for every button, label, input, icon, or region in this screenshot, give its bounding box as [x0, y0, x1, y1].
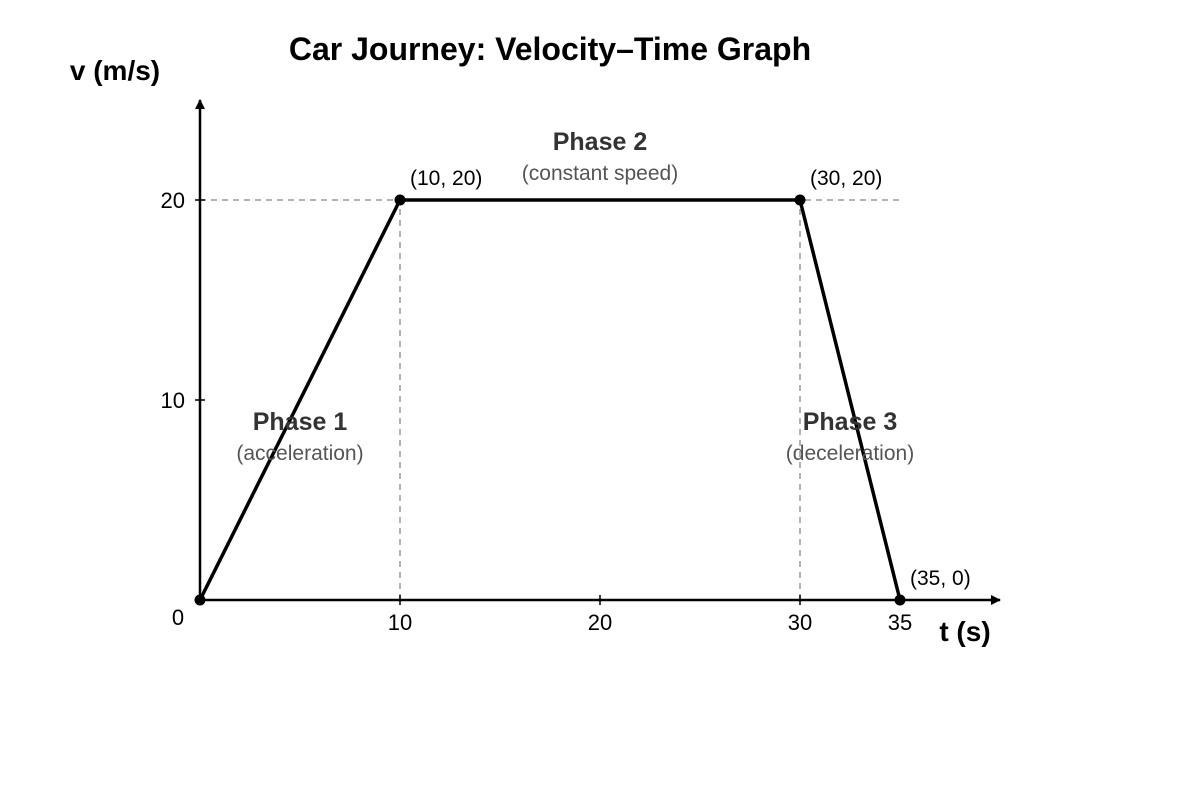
x-axis-label: t (s)	[939, 616, 990, 647]
phase-label: Phase 1	[253, 408, 348, 436]
point-labels: (10, 20) (30, 20) (35, 0)	[410, 167, 971, 590]
x-tick-label: 35	[888, 610, 912, 635]
series-line	[198, 198, 902, 602]
x-tick-label: 30	[788, 610, 812, 635]
series-layer	[194, 194, 906, 606]
reference-lines	[200, 199, 900, 600]
x-tick-label: 10	[388, 610, 412, 635]
point-coordinate-label: (35, 0)	[910, 567, 971, 590]
x-tick-label: 20	[588, 610, 612, 635]
ticks: 0 10 20 30 35 10 20	[161, 188, 913, 635]
y-axis-label: v (m/s)	[70, 55, 160, 86]
data-point	[894, 594, 906, 606]
phase-description: (acceleration)	[236, 442, 363, 465]
point-coordinate-label: (10, 20)	[410, 167, 482, 190]
phase-annotations: Phase 1 (acceleration) Phase 2 (constant sp…	[236, 128, 914, 465]
origin-tick-label: 0	[172, 605, 184, 630]
chart-title: Car Journey: Velocity–Time Graph	[289, 31, 811, 67]
point-coordinate-label: (30, 20)	[810, 167, 882, 190]
y-tick-label: 10	[161, 388, 185, 413]
y-tick-label: 20	[161, 188, 185, 213]
phase-label: Phase 2	[553, 128, 648, 156]
data-point	[394, 194, 406, 206]
data-point	[794, 194, 806, 206]
phase-description: (constant speed)	[522, 162, 678, 185]
data-point	[194, 594, 206, 606]
phase-description: (deceleration)	[786, 442, 914, 465]
phase-label: Phase 3	[803, 408, 898, 436]
